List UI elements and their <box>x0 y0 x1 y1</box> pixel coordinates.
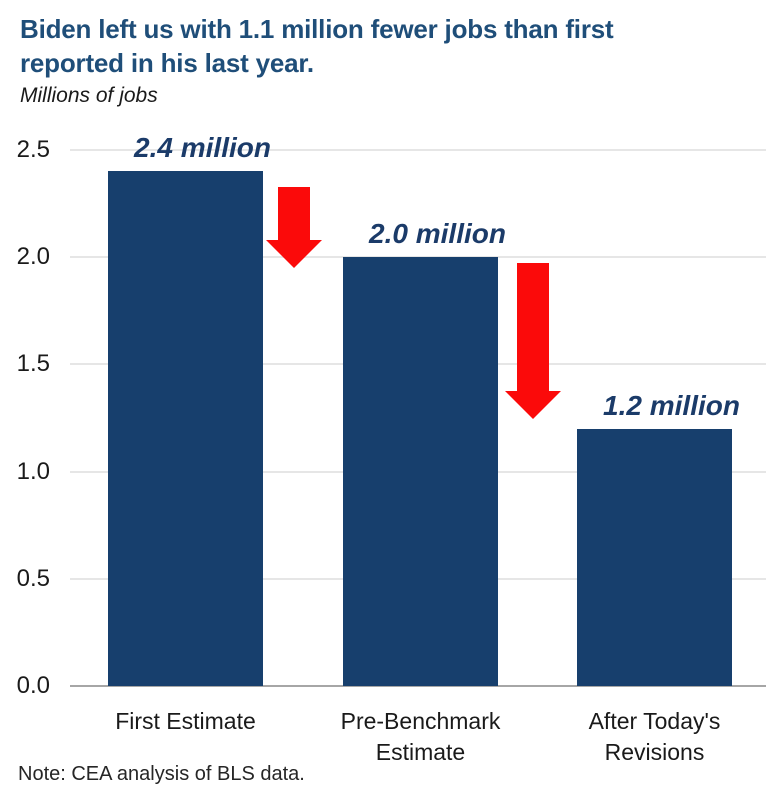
category-label: After Today's Revisions <box>588 708 721 765</box>
x-axis-line <box>70 685 766 687</box>
bar-value-label: 2.4 million <box>134 132 271 164</box>
y-axis-tick-label: 1.0 <box>16 457 50 485</box>
bar-first-estimate <box>108 171 263 686</box>
y-axis-tick-label: 0.0 <box>16 672 50 699</box>
y-axis-tick-label: 0.5 <box>16 564 50 592</box>
chart-units-label: Millions of jobs <box>20 84 158 107</box>
y-axis-tick-label: 2.0 <box>16 243 50 271</box>
y-axis-tick-label: 1.5 <box>16 350 50 378</box>
bar-value-label: 2.0 million <box>369 218 506 250</box>
bar-after-today-s-revisions <box>577 428 732 686</box>
bar-value-label: 1.2 million <box>603 389 740 421</box>
chart-note: Note: CEA analysis of BLS data. <box>18 763 305 785</box>
category-label: First Estimate <box>115 708 256 734</box>
y-axis-tick-label: 2.5 <box>16 136 50 163</box>
gridline <box>70 149 766 151</box>
bar-pre-benchmark-estimate <box>343 257 498 686</box>
category-label: Pre-Benchmark Estimate <box>340 708 501 765</box>
chart-title: Biden left us with 1.1 million fewer job… <box>20 14 614 78</box>
